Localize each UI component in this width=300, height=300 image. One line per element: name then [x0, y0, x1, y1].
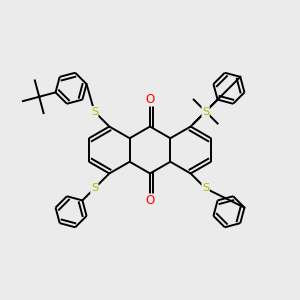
Text: O: O	[146, 93, 154, 106]
Text: S: S	[91, 106, 98, 117]
Text: S: S	[91, 183, 98, 194]
Text: S: S	[202, 183, 209, 194]
Text: O: O	[146, 194, 154, 207]
Text: S: S	[202, 106, 209, 117]
